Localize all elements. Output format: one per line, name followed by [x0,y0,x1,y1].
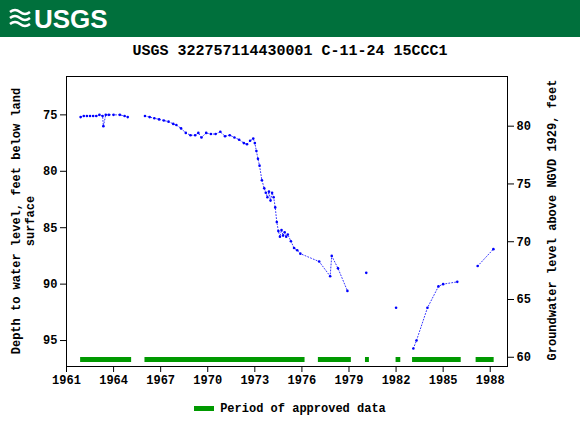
svg-text:USGS: USGS [34,4,108,34]
svg-text:1979: 1979 [335,374,364,388]
svg-text:1982: 1982 [382,374,411,388]
svg-text:90: 90 [43,278,57,292]
svg-text:80: 80 [517,120,531,134]
svg-text:1976: 1976 [288,374,317,388]
svg-text:95: 95 [43,334,57,348]
html-text:USGS 322757114430001 C-11-24 1: USGS 322757114430001 C-11-24 15CCC1 [132,43,448,60]
svg-text:70: 70 [517,236,531,250]
svg-text:75: 75 [517,178,531,192]
svg-text:1970: 1970 [193,374,222,388]
svg-text:80: 80 [43,165,57,179]
html-text:Depth to water level, feet bel: Depth to water level, feet below land su… [10,87,38,355]
svg-text:1973: 1973 [240,374,269,388]
svg-text:1967: 1967 [146,374,175,388]
svg-text:75: 75 [43,109,57,123]
svg-text:85: 85 [43,222,57,236]
html-text:Groundwater level above NGVD 1: Groundwater level above NGVD 1929, feet [546,79,560,361]
svg-text:65: 65 [517,293,531,307]
svg-text:60: 60 [517,351,531,365]
svg-text:1961: 1961 [52,374,81,388]
svg-text:1985: 1985 [429,374,458,388]
html-text:Period of approved data: Period of approved data [220,402,386,416]
svg-text:1964: 1964 [99,374,128,388]
svg-text:1988: 1988 [476,374,505,388]
